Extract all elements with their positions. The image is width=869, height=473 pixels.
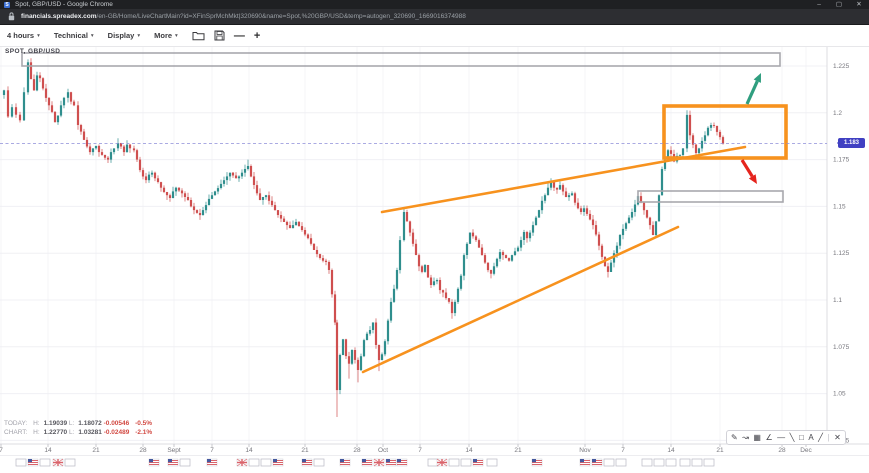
svg-text:28: 28 bbox=[778, 447, 786, 454]
svg-text:1.15: 1.15 bbox=[833, 203, 846, 210]
chart-drawings[interactable] bbox=[0, 52, 827, 374]
svg-text:21: 21 bbox=[301, 447, 309, 454]
event-flags-row[interactable] bbox=[15, 458, 715, 467]
svg-text:1.2: 1.2 bbox=[833, 110, 842, 117]
chart-toolbar: 4 hours ▾ Technical ▾ Display ▾ More ▾ —… bbox=[0, 25, 869, 47]
svg-text:14: 14 bbox=[245, 447, 253, 454]
svg-text:Oct: Oct bbox=[378, 447, 388, 454]
technical-menu[interactable]: Technical ▾ bbox=[54, 31, 94, 40]
svg-text:1.1: 1.1 bbox=[833, 297, 842, 304]
svg-text:1.075: 1.075 bbox=[833, 344, 850, 351]
chart-label: CHART: bbox=[4, 429, 28, 436]
maximize-button[interactable]: ▢ bbox=[835, 1, 843, 8]
ohlc-legend: TODAY: H: 1.19039 L: 1.18072 -0.00546 -0.5… bbox=[4, 419, 156, 437]
zoom-out-button[interactable]: — bbox=[233, 29, 245, 42]
chart-high-value: 1.22770 bbox=[43, 429, 68, 436]
save-icon[interactable] bbox=[214, 30, 225, 41]
high-label: H: bbox=[33, 420, 40, 427]
svg-text:7: 7 bbox=[621, 447, 625, 454]
window-title: Spot, GBP/USD - Google Chrome bbox=[15, 1, 113, 8]
trend-line-icon[interactable]: ╲ bbox=[789, 433, 795, 442]
svg-text:Dec: Dec bbox=[800, 447, 812, 454]
horizontal-line-icon[interactable]: — bbox=[777, 433, 786, 442]
minimize-button[interactable]: – bbox=[817, 1, 821, 8]
svg-text:1.05: 1.05 bbox=[833, 391, 846, 398]
chart-change-value: -0.02489 bbox=[103, 429, 130, 436]
symbol-label: SPOT, GBP/USD bbox=[5, 48, 61, 55]
more-label: More bbox=[154, 31, 173, 40]
svg-text:14: 14 bbox=[44, 447, 52, 454]
url-bar[interactable]: financials.spreadex.com/en-GB/Home/LiveC… bbox=[0, 9, 869, 25]
svg-text:21: 21 bbox=[92, 447, 100, 454]
svg-text:21: 21 bbox=[716, 447, 724, 454]
chart-area[interactable]: 1.2251.21.1751.151.1251.11.0751.051.0257… bbox=[0, 47, 869, 473]
svg-text:14: 14 bbox=[465, 447, 473, 454]
window-titlebar: S Spot, GBP/USD - Google Chrome – ▢ ✕ bbox=[0, 0, 869, 9]
zoom-in-button[interactable]: + bbox=[253, 29, 261, 42]
polyline-icon[interactable]: ↝ bbox=[742, 433, 749, 442]
open-folder-icon[interactable] bbox=[192, 30, 205, 41]
timeframe-label: 4 hours bbox=[7, 31, 35, 40]
display-label: Display bbox=[107, 31, 135, 40]
svg-text:7: 7 bbox=[0, 447, 3, 454]
svg-text:1.225: 1.225 bbox=[833, 63, 850, 70]
rectangle-icon[interactable]: □ bbox=[798, 433, 804, 442]
legend-chart-row: CHART: H: 1.22770 L: 1.03281 -0.02489 -2.1… bbox=[4, 428, 156, 437]
low-label: L: bbox=[68, 420, 75, 427]
candlestick-chart[interactable]: 1.2251.21.1751.151.1251.11.0751.051.0257… bbox=[0, 47, 869, 473]
svg-text:7: 7 bbox=[210, 447, 214, 454]
low-label: L: bbox=[68, 429, 75, 436]
today-change-pct: -0.5% bbox=[135, 420, 153, 427]
timeframe-menu[interactable]: 4 hours ▾ bbox=[7, 31, 40, 40]
drawing-toolbar[interactable]: ✎ ↝ ▦ ∠ — ╲ □ A ╱ | ✕ bbox=[726, 430, 846, 445]
fib-grid-icon[interactable]: ▦ bbox=[753, 433, 761, 442]
candles-layer[interactable] bbox=[2, 58, 725, 417]
svg-text:1.175: 1.175 bbox=[833, 157, 850, 164]
text-icon[interactable]: A bbox=[808, 433, 814, 442]
more-menu[interactable]: More ▾ bbox=[154, 31, 178, 40]
url-domain: financials.spreadex.com bbox=[21, 13, 97, 20]
svg-text:Sept: Sept bbox=[167, 447, 181, 454]
lock-icon bbox=[8, 12, 15, 21]
chevron-down-icon: ▾ bbox=[37, 32, 40, 39]
chart-low-value: 1.03281 bbox=[78, 429, 102, 436]
ray-icon[interactable]: ╱ bbox=[818, 433, 823, 442]
chevron-down-icon: ▾ bbox=[90, 32, 94, 39]
svg-text:1.125: 1.125 bbox=[833, 250, 850, 257]
svg-text:28: 28 bbox=[353, 447, 361, 454]
today-label: TODAY: bbox=[4, 420, 28, 427]
display-menu[interactable]: Display ▾ bbox=[108, 31, 140, 40]
svg-text:14: 14 bbox=[667, 447, 675, 454]
high-label: H: bbox=[33, 429, 40, 436]
gridlines bbox=[0, 47, 827, 444]
today-low-value: 1.18072 bbox=[78, 420, 102, 427]
favicon-icon: S bbox=[4, 1, 10, 8]
legend-today-row: TODAY: H: 1.19039 L: 1.18072 -0.00546 -0.5… bbox=[4, 419, 156, 428]
chevron-down-icon: ▾ bbox=[137, 32, 141, 39]
pen-icon[interactable]: ✎ bbox=[731, 433, 738, 442]
close-button[interactable]: ✕ bbox=[856, 1, 862, 8]
today-change-value: -0.00546 bbox=[103, 420, 130, 427]
chevron-down-icon: ▾ bbox=[175, 32, 178, 39]
svg-text:21: 21 bbox=[514, 447, 522, 454]
pitchfork-icon[interactable]: ∠ bbox=[765, 433, 773, 442]
technical-label: Technical bbox=[53, 31, 88, 40]
chart-change-pct: -2.1% bbox=[135, 429, 153, 436]
today-high-value: 1.19039 bbox=[43, 420, 68, 427]
time-axis-labels: 7 14 21 28 Sept 7 14 21 28 Oct 7 14 21 Nov 7 14 21 28 Dec bbox=[0, 447, 813, 454]
svg-text:28: 28 bbox=[139, 447, 147, 454]
svg-text:7: 7 bbox=[418, 447, 422, 454]
axes-frame bbox=[0, 47, 869, 456]
toolbar-divider: | bbox=[827, 433, 830, 442]
url-path: /en-GB/Home/LiveChartMain?id=XFinSprMchM… bbox=[96, 13, 466, 20]
close-drawing-toolbar-button[interactable]: ✕ bbox=[834, 433, 841, 442]
current-price-tag: 1.183 bbox=[837, 138, 865, 148]
url-text[interactable]: financials.spreadex.com/en-GB/Home/LiveC… bbox=[21, 13, 466, 20]
svg-text:Nov: Nov bbox=[579, 447, 591, 454]
